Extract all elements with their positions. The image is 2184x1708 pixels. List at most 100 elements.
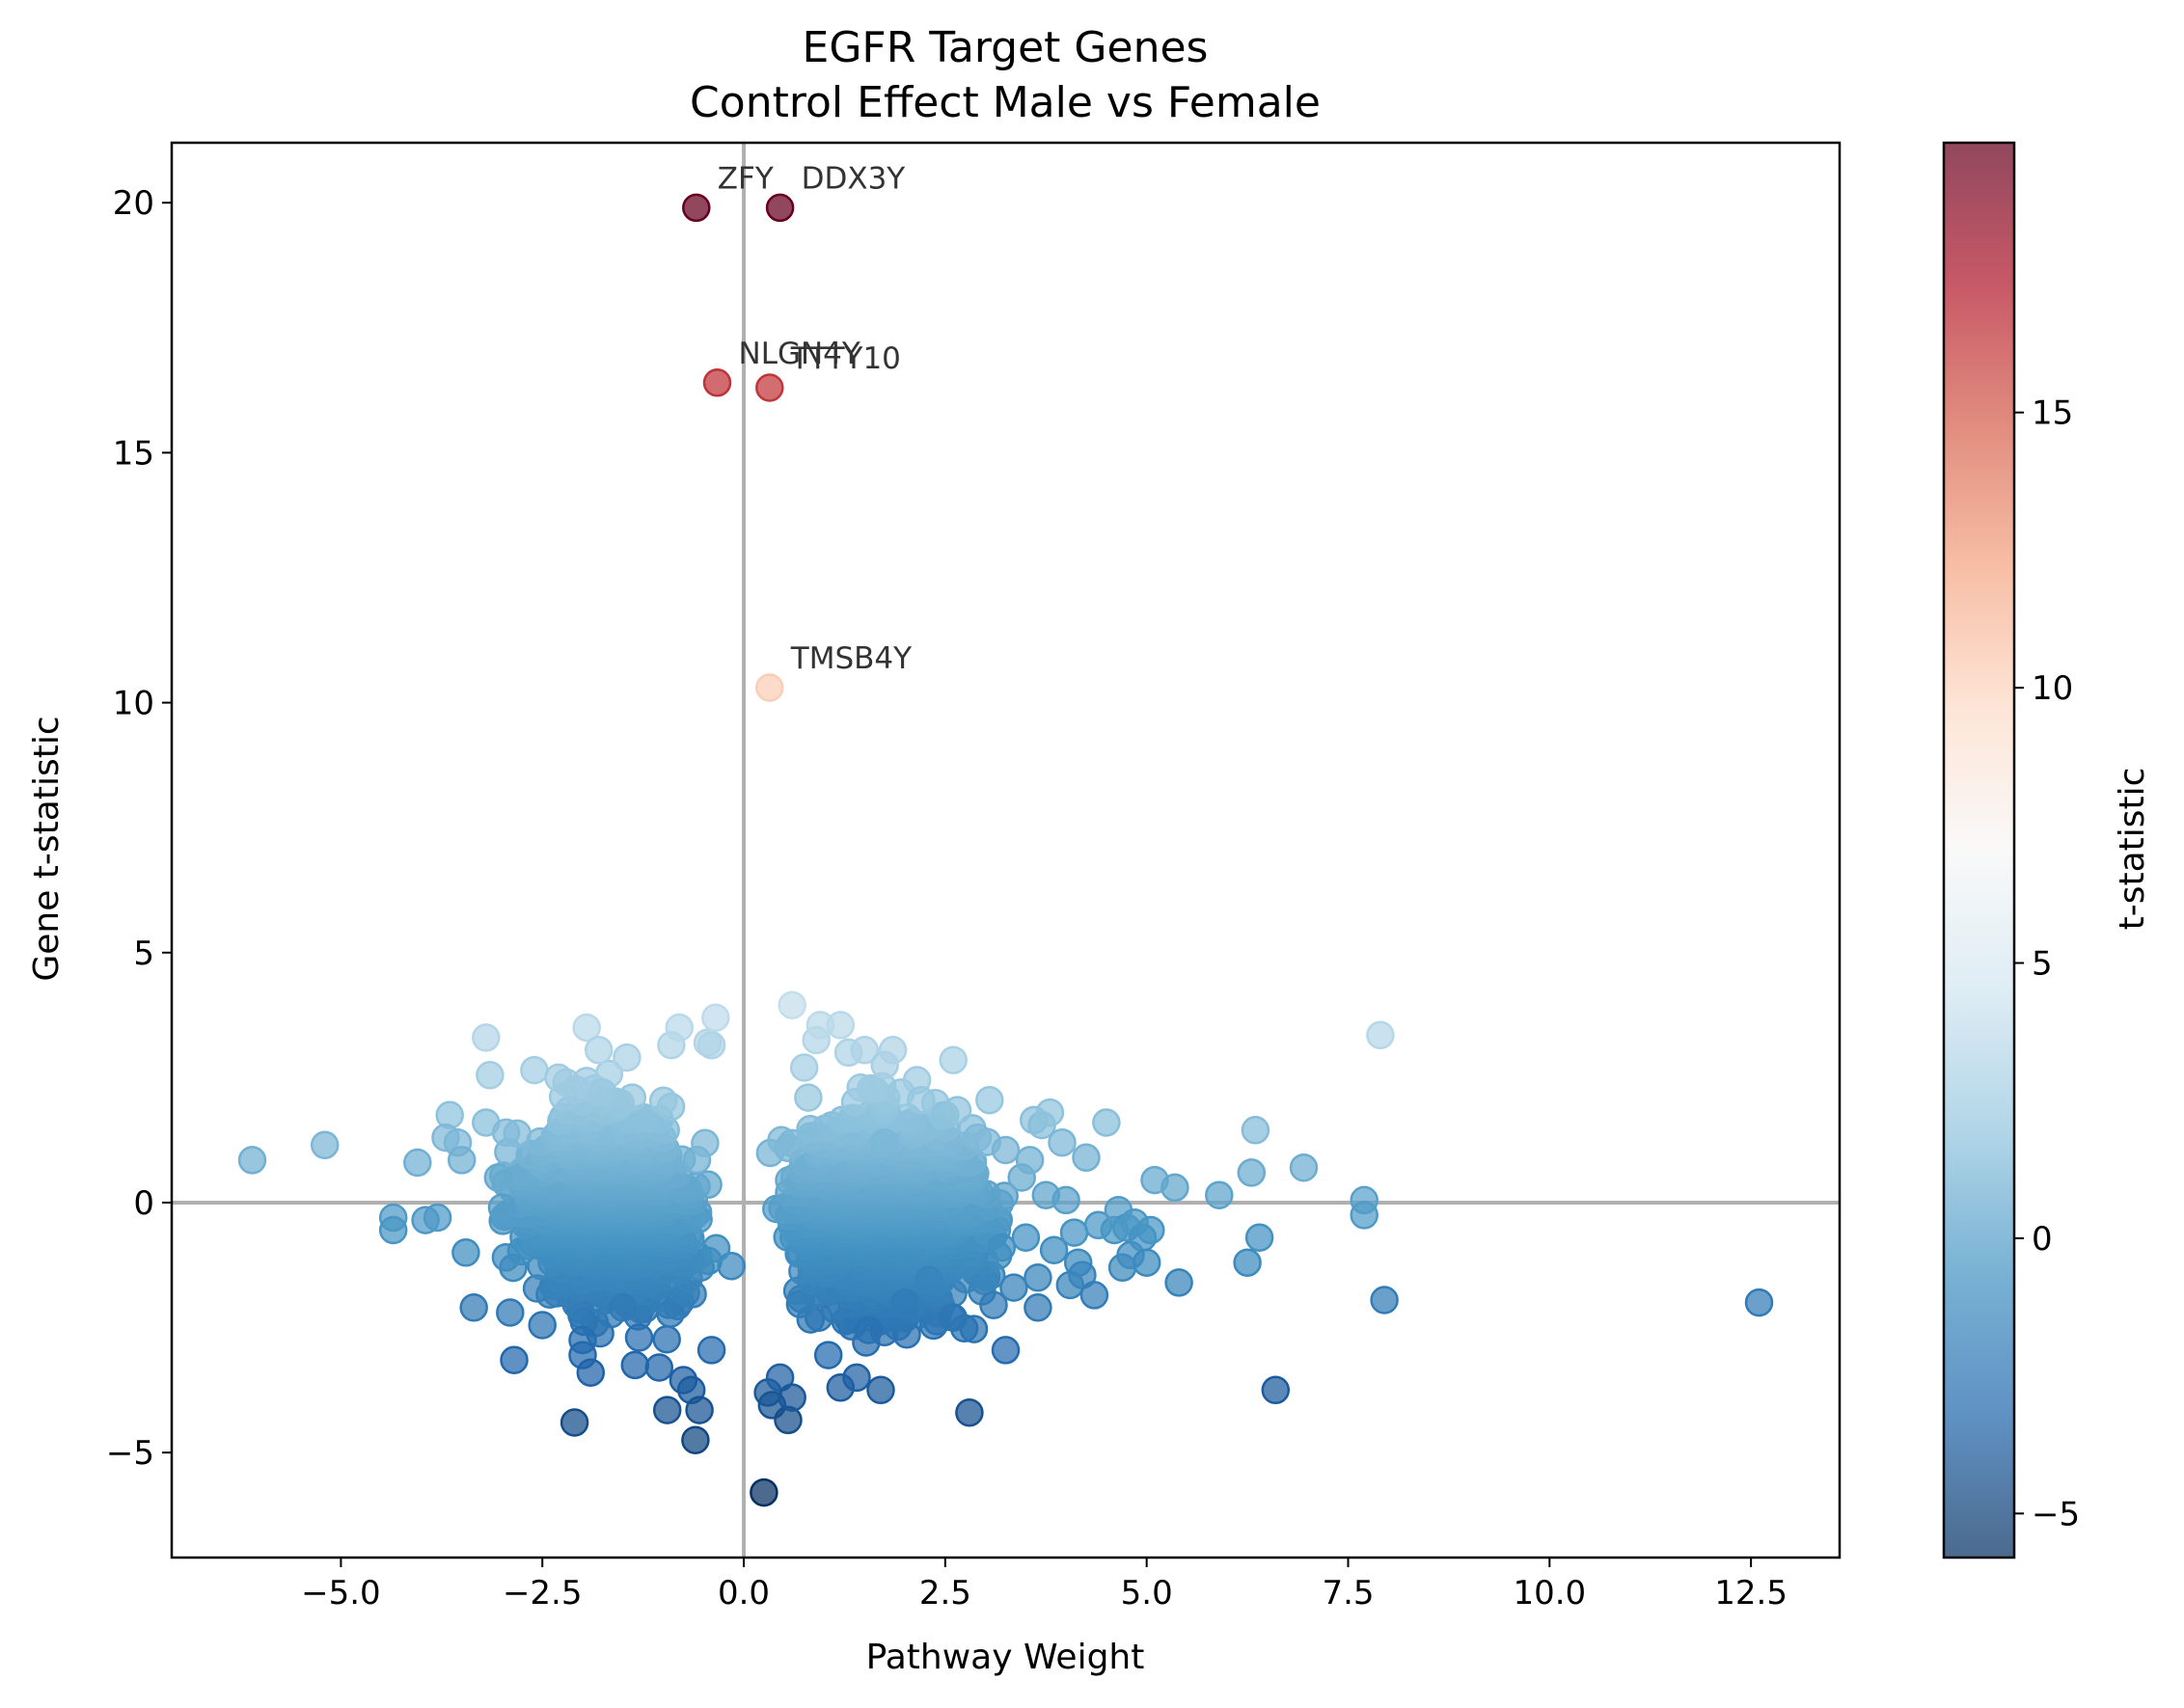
cloud-point [701, 1234, 731, 1263]
y-tick-label: 15 [113, 434, 154, 473]
data-point [1164, 1268, 1193, 1297]
data-point [1024, 1293, 1052, 1322]
cloud-point [691, 1128, 720, 1158]
data-point [552, 1068, 582, 1098]
x-tick-label: 2.5 [919, 1574, 971, 1613]
data-point [991, 1135, 1021, 1165]
data-point [652, 1396, 682, 1424]
data-point [403, 1148, 432, 1178]
data-point [789, 1053, 819, 1082]
data-point [491, 1118, 521, 1148]
data-point [991, 1336, 1021, 1365]
labeled-point-ttty10 [755, 373, 784, 402]
x-tick-label: −2.5 [503, 1574, 583, 1613]
annotation-ttty10: TTTY10 [790, 341, 901, 376]
data-point [975, 1085, 1004, 1115]
data-point [1132, 1248, 1161, 1277]
data-point [1035, 1098, 1065, 1127]
data-point [813, 1341, 843, 1369]
data-point [1366, 1020, 1395, 1050]
annotation-ddx3y: DDX3Y [802, 161, 906, 196]
data-point [1079, 1281, 1109, 1310]
data-point [870, 1127, 899, 1157]
labeled-point-zfy [682, 193, 711, 223]
annotation-tmsb4y: TMSB4Y [790, 641, 912, 676]
data-point [866, 1375, 895, 1405]
data-point [963, 1123, 993, 1152]
data-point [1350, 1201, 1379, 1230]
data-point [576, 1358, 606, 1387]
y-tick-label: 5 [133, 935, 154, 973]
data-point [1136, 1215, 1165, 1245]
data-point [1289, 1152, 1319, 1182]
data-point [528, 1311, 557, 1340]
labeled-point-ddx3y [765, 193, 795, 223]
colorbar: −5 0 5 10 15 t-statistic [1942, 141, 2152, 1559]
data-point [939, 1045, 968, 1074]
data-point [878, 1036, 908, 1065]
data-point [487, 1193, 517, 1222]
data-point [1011, 1223, 1041, 1252]
colorbar-label: t-statistic [2113, 768, 2152, 931]
chart-title: EGFR Target Genes [803, 23, 1209, 72]
data-point [1205, 1180, 1234, 1209]
data-point [644, 1353, 674, 1382]
data-point [1051, 1185, 1080, 1215]
data-point [987, 1233, 1017, 1262]
x-tick-label: −5.0 [301, 1574, 381, 1613]
data-point [608, 1293, 638, 1322]
x-tick-label: 0.0 [718, 1574, 770, 1613]
data-point [685, 1396, 714, 1424]
data-point [451, 1238, 480, 1267]
data-point [496, 1298, 525, 1327]
data-point [826, 1011, 856, 1040]
data-point [1160, 1173, 1189, 1203]
data-point [237, 1146, 267, 1175]
x-axis-ticks: −5.0 −2.5 0.0 2.5 5.0 7.5 10.0 12.5 [301, 1558, 1788, 1613]
data-point [483, 1163, 513, 1192]
colorbar-ticks: −5 0 5 10 15 [2014, 394, 2080, 1533]
colorbar-gradient [1944, 143, 2014, 1558]
data-point [1024, 1262, 1052, 1292]
data-point [1244, 1223, 1274, 1252]
cloud-point [767, 1125, 796, 1155]
labeled-point-nlgn4y [702, 368, 732, 397]
data-point [665, 1013, 694, 1043]
data-point [696, 1030, 726, 1060]
data-point [1059, 1218, 1089, 1247]
cloud-point [648, 1086, 678, 1116]
data-point [942, 1096, 972, 1125]
data-point [1072, 1143, 1101, 1173]
data-point [584, 1036, 614, 1065]
data-point [907, 1085, 936, 1115]
data-point [520, 1055, 549, 1085]
data-point [846, 1072, 875, 1102]
data-points [237, 193, 1774, 1507]
dense-point-cloud [488, 1059, 1019, 1357]
data-point [1048, 1127, 1077, 1157]
data-point [750, 1478, 778, 1507]
data-point [1015, 1146, 1045, 1175]
data-point [1237, 1158, 1267, 1187]
y-tick-label: 10 [113, 685, 154, 723]
data-point [459, 1293, 488, 1322]
data-point [476, 1061, 505, 1090]
annotation-zfy: ZFY [718, 161, 774, 196]
y-tick-label: 0 [133, 1184, 154, 1223]
chart-subtitle: Control Effect Male vs Female [690, 78, 1321, 127]
data-point [620, 1350, 650, 1380]
cloud-point [694, 1170, 723, 1200]
data-point [310, 1130, 340, 1160]
data-point [854, 1315, 884, 1344]
x-tick-label: 12.5 [1714, 1574, 1788, 1613]
x-tick-label: 7.5 [1322, 1574, 1374, 1613]
data-point [447, 1146, 477, 1175]
y-tick-label: −5 [106, 1434, 154, 1473]
data-point [842, 1363, 871, 1393]
data-point [696, 1336, 726, 1365]
data-point [378, 1215, 408, 1245]
data-point [1261, 1375, 1291, 1405]
